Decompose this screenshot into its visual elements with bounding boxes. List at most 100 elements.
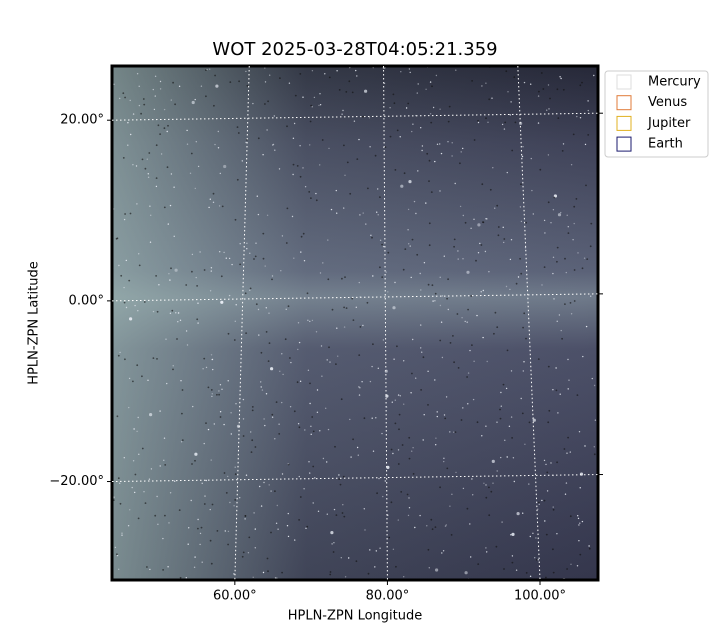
dark-speck <box>338 478 341 480</box>
dark-speck <box>242 551 245 554</box>
dark-speck <box>555 389 558 392</box>
dark-speck <box>299 73 302 75</box>
star <box>268 312 270 314</box>
dark-speck <box>481 183 484 186</box>
star <box>227 530 230 533</box>
dark-speck <box>289 357 291 359</box>
dark-speck <box>156 358 158 360</box>
dark-speck <box>321 139 324 141</box>
dark-speck <box>343 515 346 518</box>
star <box>420 324 422 326</box>
star <box>276 504 278 507</box>
star <box>149 205 151 207</box>
star <box>537 508 539 510</box>
star <box>199 543 201 546</box>
star <box>434 160 436 163</box>
star <box>278 423 280 425</box>
dark-speck <box>459 162 461 165</box>
star <box>467 372 470 374</box>
star <box>435 437 437 439</box>
dark-speck <box>162 569 165 571</box>
star <box>159 80 162 83</box>
star <box>279 370 281 372</box>
dark-speck <box>234 218 237 221</box>
star <box>212 201 215 203</box>
dark-speck <box>464 221 467 224</box>
dark-speck <box>248 536 251 539</box>
dark-speck <box>238 80 241 83</box>
dark-speck <box>116 237 119 240</box>
star <box>254 547 256 549</box>
star <box>425 202 427 204</box>
dark-speck <box>427 283 430 286</box>
dark-speck <box>216 530 219 532</box>
dark-speck <box>346 161 349 164</box>
star <box>547 154 550 156</box>
star <box>143 491 145 493</box>
star <box>560 211 562 214</box>
star <box>377 367 379 369</box>
star <box>412 338 414 341</box>
star <box>464 320 466 323</box>
star <box>292 137 295 139</box>
star <box>470 556 472 558</box>
star <box>263 418 265 420</box>
dark-speck <box>355 560 358 563</box>
star <box>412 447 414 449</box>
dark-speck <box>311 416 314 418</box>
dark-speck <box>564 303 566 305</box>
star <box>223 164 227 169</box>
dark-speck <box>218 393 221 396</box>
dark-speck <box>556 461 558 464</box>
star <box>427 370 429 372</box>
dark-speck <box>394 422 397 425</box>
star <box>556 533 558 535</box>
star <box>252 102 254 105</box>
x-tick-label: 80.00° <box>366 589 410 604</box>
star <box>317 510 320 512</box>
star <box>593 446 595 448</box>
star <box>209 198 211 200</box>
star <box>357 454 359 456</box>
dark-speck <box>381 276 384 278</box>
dark-speck <box>372 343 374 346</box>
star <box>213 423 215 425</box>
dark-speck <box>467 308 469 311</box>
star <box>116 554 119 557</box>
star <box>127 525 130 527</box>
star <box>197 518 199 521</box>
dark-speck <box>163 206 166 209</box>
star <box>335 189 337 192</box>
star <box>113 83 115 86</box>
dark-speck <box>471 344 473 346</box>
dark-speck <box>408 436 411 439</box>
star <box>228 257 231 260</box>
star <box>311 106 313 108</box>
star <box>412 123 414 125</box>
dark-speck <box>250 451 253 453</box>
star <box>510 534 512 536</box>
dark-speck <box>430 518 433 521</box>
dark-speck <box>352 438 354 441</box>
star <box>147 176 150 178</box>
dark-speck <box>123 301 126 304</box>
dark-speck <box>395 565 397 568</box>
dark-speck <box>159 133 162 136</box>
star <box>319 93 321 95</box>
star <box>408 68 411 70</box>
star <box>364 89 368 93</box>
dark-speck <box>343 144 345 147</box>
star <box>249 252 251 254</box>
star <box>297 423 300 425</box>
star <box>369 549 371 551</box>
star <box>371 417 373 419</box>
star <box>382 495 384 498</box>
star <box>439 190 441 192</box>
star <box>550 222 552 224</box>
star <box>555 367 557 369</box>
star <box>312 502 314 504</box>
dark-speck <box>242 435 245 437</box>
star <box>441 295 444 297</box>
star <box>537 122 540 124</box>
star <box>326 461 328 463</box>
